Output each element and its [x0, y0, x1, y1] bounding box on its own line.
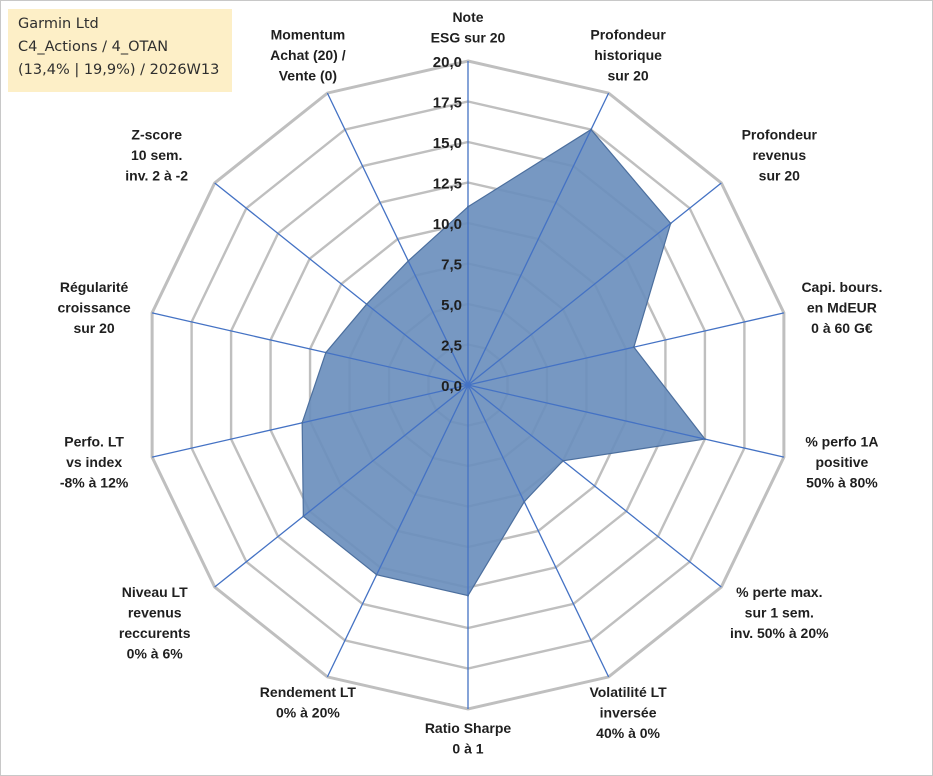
axis-label-line: sur 1 sem.: [745, 605, 814, 621]
company-name: Garmin Ltd: [18, 16, 99, 32]
axis-label-line: 40% à 0%: [596, 725, 660, 741]
axis-label-line: Profondeur: [742, 127, 818, 143]
axis-label-12: Régularité croissance sur 20: [58, 279, 131, 336]
data-point-13: [365, 303, 368, 306]
axis-label-14: Momentum Achat (20) / Vente (0): [270, 27, 346, 84]
data-point-12: [324, 351, 327, 354]
axis-label-7: Volatilité LT inversée 40% à 0%: [589, 684, 667, 741]
axis-label-11: Perfo. LT vs index -8% à 12%: [60, 433, 129, 490]
axis-label-line: Profondeur: [590, 27, 666, 43]
axis-label-line: sur 20: [607, 68, 648, 84]
axis-label-3: Profondeur revenus sur 20: [742, 127, 818, 184]
axis-label-line: en MdEUR: [807, 300, 877, 316]
data-point-3: [669, 222, 672, 225]
axis-label-8: Ratio Sharpe 0 à 1: [425, 720, 512, 757]
axis-label-line: 0% à 20%: [276, 704, 340, 720]
axis-label-6: % perte max. sur 1 sem. inv. 50% à 20%: [730, 584, 829, 641]
tick-label-1: 2,5: [441, 338, 462, 355]
spoke-6: [467, 384, 722, 588]
axis-label-line: 0% à 6%: [127, 646, 184, 662]
axis-label-line: croissance: [58, 300, 131, 316]
spoke-5: [467, 384, 785, 458]
axis-label-line: inv. 2 à -2: [125, 168, 188, 184]
axis-label-line: 50% à 80%: [806, 474, 878, 490]
portfolio-label: C4_Actions / 4_OTAN: [18, 39, 169, 55]
tick-label-2: 5,0: [441, 297, 462, 314]
spoke-3: [467, 182, 722, 386]
data-point-2: [590, 128, 592, 131]
info-box: Garmin Ltd C4_Actions / 4_OTAN (13,4% | …: [8, 9, 232, 92]
axis-label-9: Rendement LT 0% à 20%: [260, 684, 357, 721]
spoke-4: [467, 312, 785, 386]
axis-label-line: Note: [452, 9, 483, 25]
data-point-8: [467, 594, 469, 597]
tick-label-3: 7,5: [441, 257, 462, 274]
axis-label-line: % perfo 1A: [805, 433, 878, 449]
axis-label-line: 0 à 60 G€: [811, 320, 873, 336]
axis-label-line: 0 à 1: [452, 741, 483, 757]
axis-label-4: Capi. bours. en MdEUR 0 à 60 G€: [801, 279, 882, 336]
spoke-14: [326, 92, 469, 386]
tick-label-7: 17,5: [433, 95, 462, 112]
axis-label-line: revenus: [128, 605, 182, 621]
data-point-7: [523, 500, 526, 503]
tick-label-0: 0,0: [441, 378, 462, 395]
axis-label-line: revenus: [752, 147, 806, 163]
spoke-12: [151, 312, 469, 386]
axis-label-line: Z-score: [131, 127, 182, 143]
axis-label-line: sur 20: [759, 168, 800, 184]
axis-label-line: Volatilité LT: [589, 684, 667, 700]
data-point-5: [703, 438, 706, 441]
axis-label-line: Niveau LT: [122, 584, 188, 600]
axis-label-line: -8% à 12%: [60, 474, 129, 490]
axis-label-line: sur 20: [73, 320, 114, 336]
axis-label-line: Momentum: [271, 27, 346, 43]
axis-label-line: historique: [594, 47, 662, 63]
spoke-13: [214, 182, 469, 386]
tick-label-6: 15,0: [433, 135, 462, 152]
data-point-10: [302, 515, 305, 518]
data-point-9: [375, 573, 378, 576]
data-point-6: [562, 459, 564, 462]
axis-label-line: reccurents: [119, 625, 191, 641]
data-point-14: [407, 259, 410, 262]
spoke-2: [467, 92, 610, 386]
axis-label-line: Achat (20) /: [270, 47, 346, 63]
axis-label-1: Note ESG sur 20: [431, 9, 506, 46]
axis-label-line: positive: [815, 454, 868, 470]
axis-label-line: Vente (0): [279, 68, 337, 84]
axis-label-line: % perte max.: [736, 584, 822, 600]
spoke-7: [467, 384, 610, 678]
axis-label-line: inv. 50% à 20%: [730, 625, 829, 641]
axis-label-10: Niveau LT revenus reccurents 0% à 6%: [119, 584, 191, 662]
spoke-9: [326, 384, 469, 678]
axis-label-line: 10 sem.: [131, 147, 182, 163]
axis-label-line: Ratio Sharpe: [425, 720, 512, 736]
axis-label-2: Profondeur historique sur 20: [590, 27, 666, 84]
axis-label-line: ESG sur 20: [431, 30, 506, 46]
axis-label-13: Z-score 10 sem. inv. 2 à -2: [125, 127, 188, 184]
axis-label-line: vs index: [66, 454, 122, 470]
tick-label-4: 10,0: [433, 216, 462, 233]
data-point-11: [301, 421, 304, 424]
data-point-4: [632, 346, 635, 349]
stats-label: (13,4% | 19,9%) / 2026W13: [18, 62, 220, 78]
axis-label-line: Régularité: [60, 279, 129, 295]
tick-label-5: 12,5: [433, 176, 462, 193]
axis-label-line: Rendement LT: [260, 684, 357, 700]
spoke-11: [151, 384, 469, 458]
axis-label-line: inversée: [600, 704, 657, 720]
axis-label-line: Capi. bours.: [801, 279, 882, 295]
axis-label-5: % perfo 1A positive 50% à 80%: [805, 433, 878, 490]
spoke-10: [214, 384, 469, 588]
data-point-1: [467, 205, 469, 208]
tick-label-8: 20,0: [433, 54, 462, 71]
axis-label-line: Perfo. LT: [64, 433, 124, 449]
